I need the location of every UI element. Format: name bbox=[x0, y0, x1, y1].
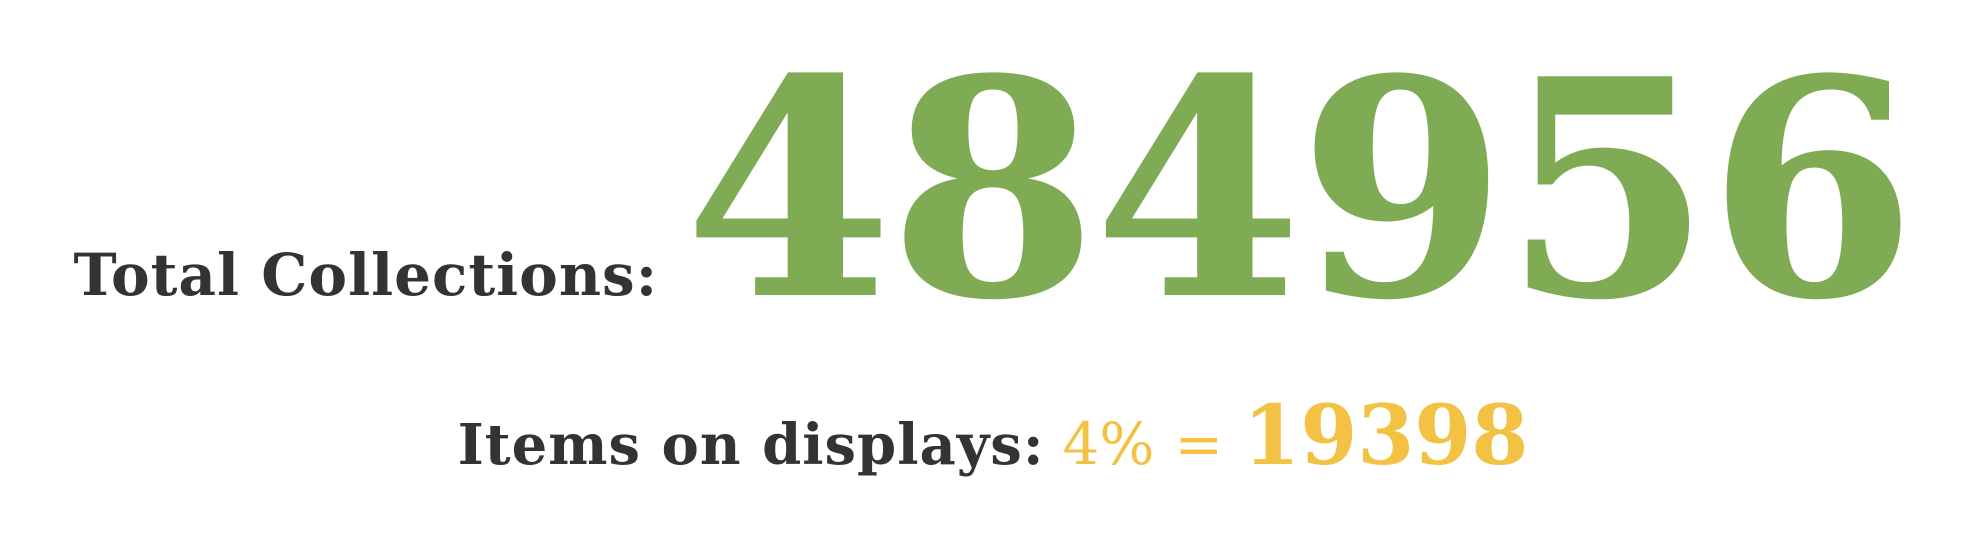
total-collections-value: 484956 bbox=[684, 13, 1916, 366]
items-on-display-label: Items on displays: bbox=[457, 412, 1045, 478]
items-on-display-value: 19398 bbox=[1243, 388, 1529, 484]
display-percent: 4% bbox=[1062, 410, 1155, 478]
equals-sign: = bbox=[1174, 410, 1224, 478]
items-on-display-row: Items on displays: 4% = 19398 bbox=[0, 388, 1986, 508]
total-collections-row: Total Collections: 484956 bbox=[0, 40, 1986, 380]
total-collections-label: Total Collections: bbox=[73, 241, 659, 309]
